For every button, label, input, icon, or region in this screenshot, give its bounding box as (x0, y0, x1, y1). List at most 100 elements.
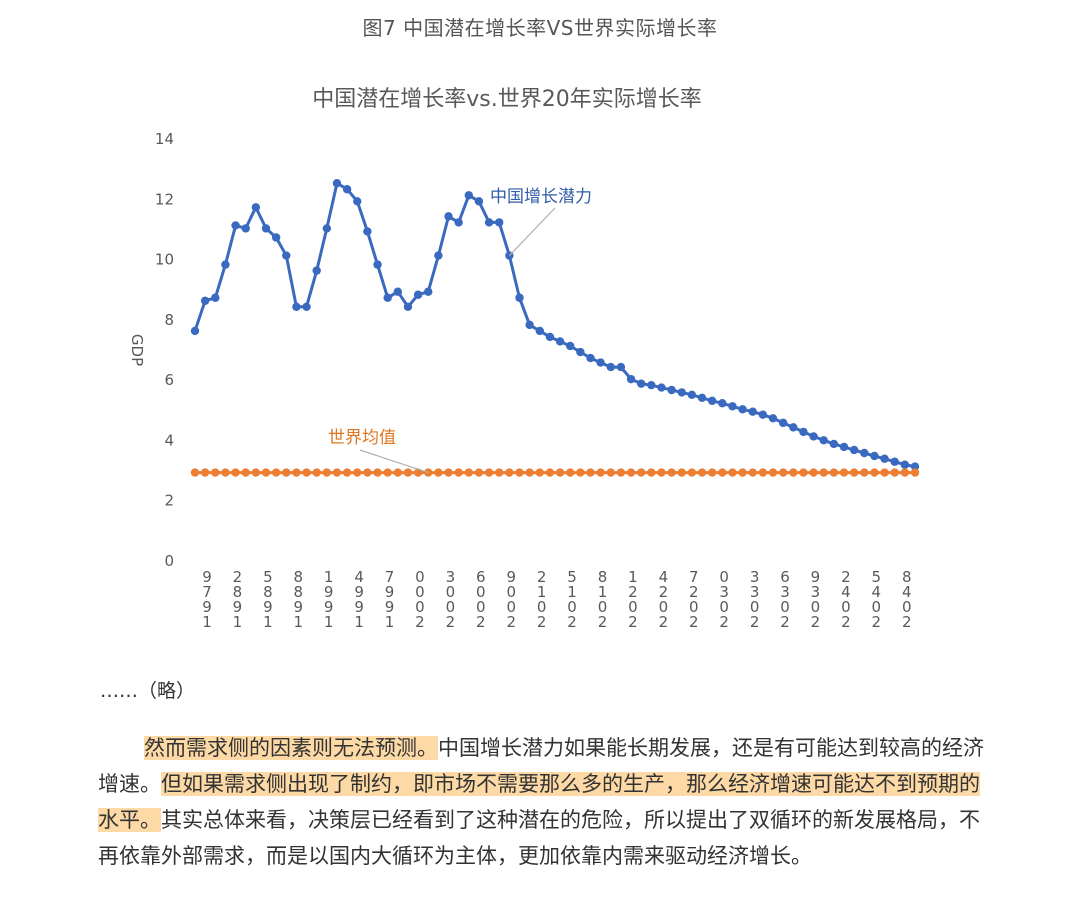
x-tick-digit: 0 (415, 583, 425, 601)
data-point (271, 233, 281, 242)
x-tick-digit: 0 (506, 583, 516, 601)
data-point (190, 468, 200, 477)
x-tick-digit: 0 (537, 598, 547, 616)
data-point (535, 326, 544, 336)
data-point (778, 468, 788, 477)
x-tick-digit: 3 (750, 568, 760, 586)
data-point (342, 185, 352, 194)
x-tick-digit: 0 (567, 598, 577, 616)
x-tick-digit: 2 (476, 613, 486, 631)
data-point (789, 468, 798, 477)
x-tick-digit: 0 (506, 598, 516, 616)
data-point (626, 374, 636, 384)
data-point (393, 287, 403, 296)
x-tick-digit: 4 (659, 568, 669, 586)
highlighted-sentence: 然而需求侧的因素则无法预测。 (144, 736, 438, 760)
data-point (312, 468, 321, 477)
x-tick-digit: 0 (476, 598, 486, 616)
data-point (860, 448, 869, 458)
data-point (190, 326, 200, 336)
data-point (495, 218, 504, 227)
x-tick-digit: 9 (354, 583, 364, 601)
y-axis-label: GDP (128, 334, 146, 366)
x-tick-digit: 2 (537, 568, 547, 586)
data-point (302, 302, 311, 311)
data-point (596, 468, 605, 477)
sentence: 中国增长潜力如果能长期发展，还是有可能达到较高的经济增速。 (98, 736, 984, 796)
x-tick-digit: 2 (872, 613, 882, 631)
data-point (545, 332, 555, 342)
data-point (758, 468, 768, 477)
x-tick-digit: 8 (263, 583, 273, 601)
data-point (515, 293, 524, 302)
data-point (636, 468, 646, 477)
y-tick-label: 4 (164, 431, 174, 449)
data-point (576, 347, 585, 357)
data-point (464, 468, 474, 477)
x-tick-digit: 9 (233, 598, 243, 616)
data-point (606, 362, 615, 372)
data-point (342, 468, 352, 477)
x-tick-digit: 0 (811, 598, 821, 616)
data-point (566, 341, 575, 351)
x-tick-digit: 2 (415, 613, 425, 631)
data-point (231, 468, 240, 477)
data-point (768, 414, 778, 423)
data-point (809, 432, 818, 441)
x-tick-digit: 2 (689, 583, 699, 601)
x-tick-digit: 0 (902, 598, 912, 616)
y-tick-label: 0 (164, 552, 174, 570)
x-tick-digit: 0 (841, 598, 851, 616)
x-tick-digit: 3 (780, 583, 790, 601)
x-tick-digit: 4 (354, 568, 364, 586)
data-point (332, 468, 342, 477)
x-tick-digit: 2 (598, 613, 608, 631)
x-tick-digit: 2 (446, 613, 456, 631)
x-tick-digit: 9 (324, 583, 334, 601)
x-tick-digit: 0 (659, 598, 669, 616)
data-point (860, 468, 869, 477)
data-point (474, 468, 484, 477)
x-tick-digit: 0 (780, 598, 790, 616)
data-point (738, 405, 747, 414)
data-point (880, 468, 889, 477)
x-tick-digit: 2 (659, 583, 669, 601)
x-tick-digit: 9 (385, 598, 395, 616)
x-tick-digit: 3 (811, 583, 821, 601)
x-tick-digit: 7 (385, 568, 395, 586)
data-point (241, 224, 250, 233)
sentence: 其实总体来看，决策层已经看到了这种潜在的危险，所以提出了双循环的新发展格局，不再… (98, 808, 980, 868)
x-tick-digit: 0 (689, 598, 699, 616)
x-tick-digit: 0 (415, 568, 425, 586)
y-tick-label: 8 (164, 311, 174, 329)
data-point (302, 468, 311, 477)
y-axis: 0 2 4 6 8 10 12 14 (155, 130, 174, 570)
data-point (849, 468, 859, 477)
x-tick-digit: 0 (446, 598, 456, 616)
data-point (819, 436, 828, 445)
data-point (413, 290, 423, 299)
data-point (312, 266, 321, 275)
data-point (707, 468, 717, 477)
y-tick-label: 6 (164, 371, 174, 389)
data-point (505, 468, 514, 477)
x-tick-digit: 8 (233, 583, 243, 601)
x-tick-digit: 1 (293, 613, 303, 631)
data-point (403, 468, 413, 477)
data-point (748, 407, 757, 416)
x-tick-digit: 1 (233, 613, 243, 631)
data-point (221, 260, 230, 269)
data-point (566, 468, 575, 477)
data-point (282, 468, 291, 477)
data-point (748, 468, 757, 477)
